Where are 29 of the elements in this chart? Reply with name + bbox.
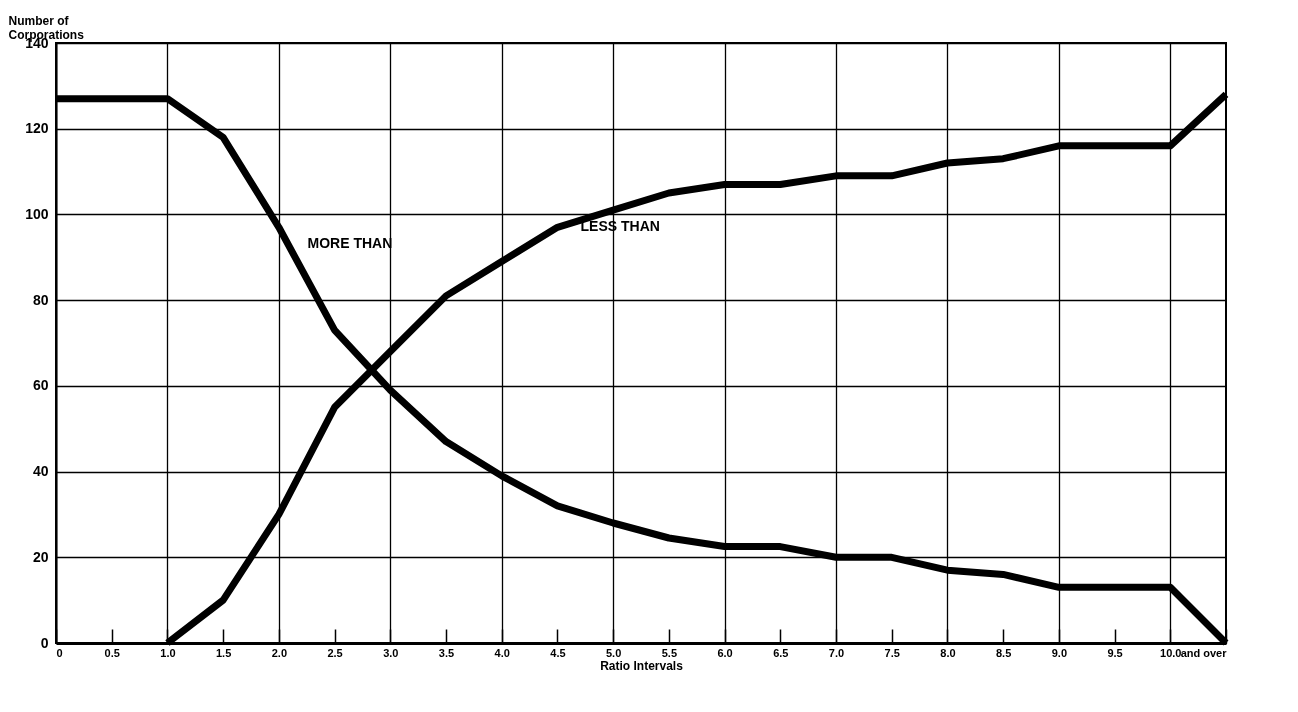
x-tick-label: 10.0 bbox=[1160, 646, 1182, 659]
y-tick-label: 80 bbox=[32, 291, 49, 308]
x-tick-label: 0.5 bbox=[104, 646, 120, 659]
x-tick-label: 6.5 bbox=[773, 646, 789, 659]
x-tick-label: 8.0 bbox=[940, 646, 956, 659]
x-tick-label: 2.0 bbox=[271, 646, 288, 659]
x-axis-title: Ratio Intervals bbox=[600, 658, 684, 673]
x-tick-label: 1.0 bbox=[160, 646, 176, 659]
y-tick-label: 100 bbox=[25, 205, 49, 222]
y-tick-label: 40 bbox=[32, 463, 49, 480]
x-tick-label: 7.0 bbox=[828, 646, 845, 659]
x-tick-label: 4.5 bbox=[550, 646, 566, 659]
x-tick-label: 9.5 bbox=[1107, 646, 1123, 659]
x-tick-label: 7.5 bbox=[884, 646, 900, 659]
y-tick-label: 20 bbox=[32, 548, 49, 565]
x-tick-label: 1.5 bbox=[215, 646, 232, 659]
x-tick-label: 3.5 bbox=[438, 646, 455, 659]
x-tick-label: 5.0 bbox=[605, 646, 622, 659]
x-tick-label: 9.0 bbox=[1051, 646, 1068, 659]
x-tick-label: 2.5 bbox=[327, 646, 343, 659]
x-tick-label: 8.5 bbox=[995, 646, 1012, 659]
y-tick-label: 60 bbox=[32, 377, 49, 394]
y-tick-label: 120 bbox=[25, 120, 49, 137]
x-tick-label: 3.0 bbox=[383, 646, 399, 659]
x-tick-label: 6.0 bbox=[717, 646, 733, 659]
x-tick-label: 0 bbox=[56, 646, 63, 659]
x-tick-label: 5.5 bbox=[661, 646, 678, 659]
x-tick-label: and over bbox=[1180, 646, 1228, 659]
x-tick-label: 4.0 bbox=[494, 646, 510, 659]
